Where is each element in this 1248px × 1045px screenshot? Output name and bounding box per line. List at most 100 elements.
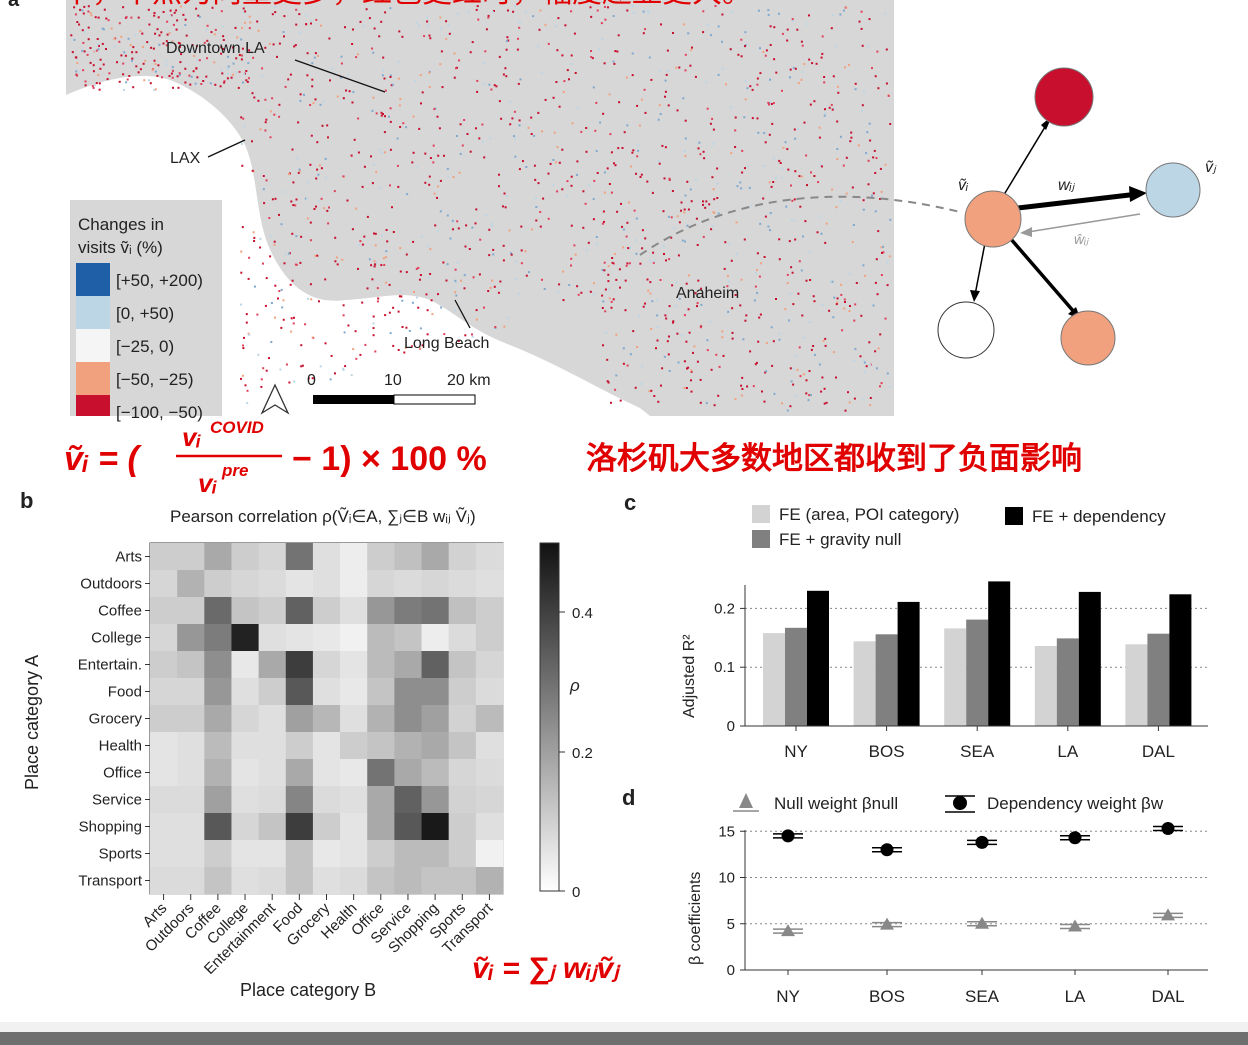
map-dot [563,80,566,83]
map-dot [636,155,639,158]
map-dot [629,353,632,356]
map-dot [213,61,216,64]
map-dot [125,16,128,19]
map-dot [664,79,667,82]
map-dot [389,148,392,151]
map-dot [456,261,459,264]
map-dot [346,199,349,202]
map-dot [773,26,776,29]
map-dot [376,287,379,290]
map-dot [728,242,731,245]
map-dot [637,149,640,152]
map-dot [81,9,84,12]
map-dot [667,353,670,356]
map-dot [388,311,391,314]
map-dot [705,402,708,405]
map-dot [347,324,350,327]
map-dot [604,310,607,313]
heatmap-cell [340,624,368,652]
heatmap-col-labels: ArtsOutdoorsCoffeeCollegeEntertainmentFo… [140,894,497,978]
formula-rhs: − 1) × 100 % [292,440,487,478]
map-dot [306,217,309,220]
map-dot [636,346,639,348]
heatmap-row-label: Food [108,684,142,701]
map-dot [696,360,699,363]
heatmap-cell [285,624,314,652]
map-dot [704,206,707,209]
map-dot [165,63,168,66]
map-dot [195,45,198,48]
map-dot [556,146,559,149]
map-dot [374,263,377,266]
map-dot [259,246,262,249]
map-dot [315,18,318,21]
map-dot [743,116,746,119]
map-dot [240,38,243,41]
map-dot [790,184,792,187]
map-dot [244,10,247,13]
map-dot [365,8,368,11]
map-dot [464,334,467,337]
map-dot [650,327,653,330]
map-dot [504,206,507,209]
map-dot [756,291,759,294]
map-dot [471,226,474,229]
map-dot [626,76,628,79]
map-dot [568,78,570,81]
place-anaheim: Anaheim [676,285,739,302]
coef-y-tick-label: 0 [727,962,735,979]
map-dot [380,20,383,23]
map-dot [220,10,223,13]
scale-tick: 10 [384,372,402,389]
map-dot [247,332,250,335]
legend-title-1: Changes in [78,215,164,234]
map-dot [194,82,197,85]
map-dot [506,36,509,39]
map-dot [791,271,794,274]
map-dot [431,313,434,316]
map-dot [439,179,442,182]
map-dot [103,8,106,11]
map-dot [781,402,784,405]
map-dot [209,82,212,85]
map-dot [648,56,651,59]
map-dot [311,62,314,65]
map-dot [260,378,263,381]
heatmap-cell [394,813,422,841]
map-dot [823,402,826,405]
map-dot [512,10,515,13]
map-dot [243,336,245,339]
coef-y-tick-label: 10 [718,870,735,887]
map-dot [802,373,805,376]
map-dot [340,62,343,65]
map-dot [874,281,877,284]
map-dot [541,278,543,281]
map-dot [141,45,144,48]
map-dot [326,124,329,127]
heatmap-cell [421,786,450,814]
map-dot [619,286,621,289]
heatmap-cell [285,867,314,895]
map-dot [845,6,848,9]
map-dot [514,260,517,263]
map-dot [613,162,615,165]
map-dot [310,134,313,137]
map-dot [784,141,787,144]
map-dot [757,9,760,12]
map-dot [864,274,867,277]
map-dot [763,132,766,135]
map-dot [590,50,592,52]
map-dot [420,236,423,238]
map-dot [862,264,865,267]
map-dot [833,107,835,110]
map-dot [75,70,78,73]
map-dot [767,101,770,104]
map-dot [633,209,636,212]
map-dot [729,48,732,51]
map-dot [89,47,92,49]
map-dot [825,401,828,404]
heatmap-cell [448,813,477,841]
map-dot [351,228,354,231]
map-dot [171,66,174,69]
map-dot [437,230,439,233]
